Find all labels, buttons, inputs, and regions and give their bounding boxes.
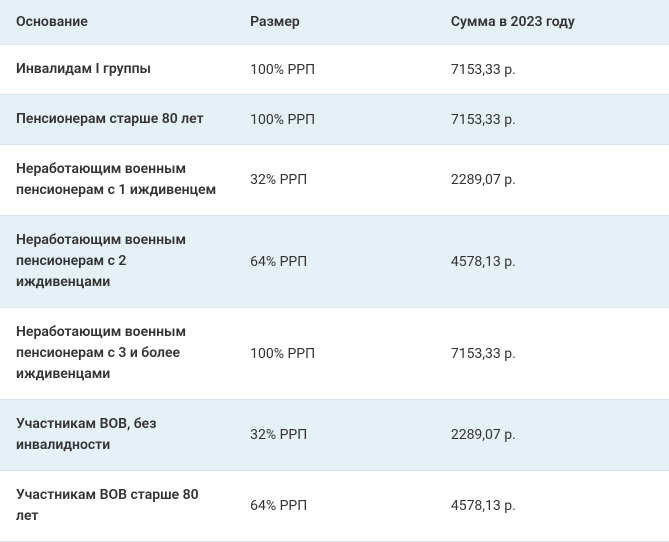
cell-basis: Неработающим военным пенсионерам с 1 ижд… [0,145,234,216]
cell-size: 100% РРП [234,308,435,400]
table-row: Инвалидам I группы 100% РРП 7153,33 р. [0,45,669,95]
cell-size: 32% РРП [234,400,435,471]
cell-basis: Инвалидам I группы [0,45,234,95]
cell-sum: 4578,13 р. [435,471,669,542]
col-header-size: Размер [234,0,435,45]
table-row: Пенсионерам старше 80 лет 100% РРП 7153,… [0,95,669,145]
cell-size: 100% РРП [234,95,435,145]
pension-table: Основание Размер Сумма в 2023 году Инвал… [0,0,669,542]
cell-sum: 7153,33 р. [435,308,669,400]
table-row: Участникам ВОВ старше 80 лет 64% РРП 457… [0,471,669,542]
cell-sum: 7153,33 р. [435,45,669,95]
table-row: Неработающим военным пенсионерам с 3 и б… [0,308,669,400]
cell-basis: Неработающим военным пенсионерам с 3 и б… [0,308,234,400]
cell-size: 64% РРП [234,216,435,308]
cell-sum: 2289,07 р. [435,145,669,216]
cell-basis: Участникам ВОВ, без инвалидности [0,400,234,471]
cell-sum: 2289,07 р. [435,400,669,471]
table-row: Участникам ВОВ, без инвалидности 32% РРП… [0,400,669,471]
col-header-sum: Сумма в 2023 году [435,0,669,45]
cell-size: 100% РРП [234,45,435,95]
cell-basis: Неработающим военным пенсионерам с 2 ижд… [0,216,234,308]
table-row: Неработающим военным пенсионерам с 1 ижд… [0,145,669,216]
table-header-row: Основание Размер Сумма в 2023 году [0,0,669,45]
cell-size: 64% РРП [234,471,435,542]
cell-sum: 4578,13 р. [435,216,669,308]
col-header-basis: Основание [0,0,234,45]
cell-basis: Пенсионерам старше 80 лет [0,95,234,145]
cell-sum: 7153,33 р. [435,95,669,145]
table-row: Неработающим военным пенсионерам с 2 ижд… [0,216,669,308]
cell-basis: Участникам ВОВ старше 80 лет [0,471,234,542]
cell-size: 32% РРП [234,145,435,216]
